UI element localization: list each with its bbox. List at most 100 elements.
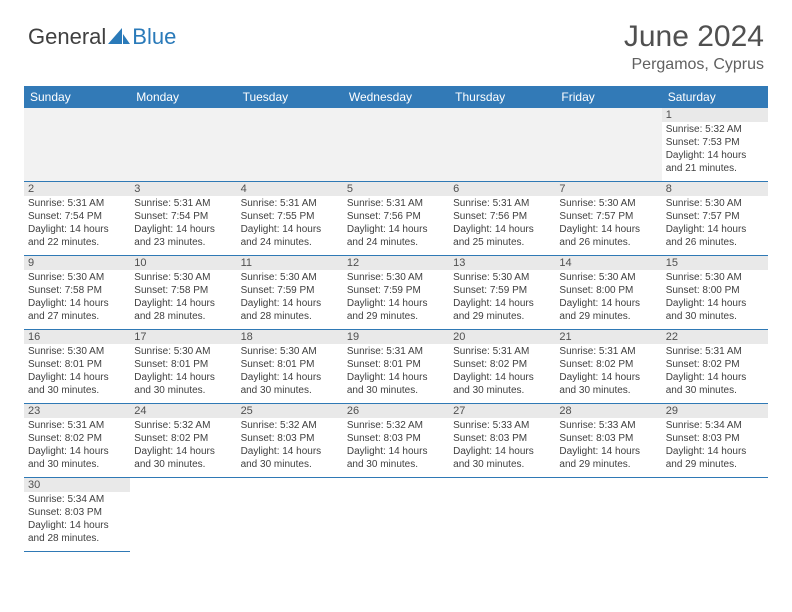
sunrise-line: Sunrise: 5:30 AM — [134, 345, 232, 358]
calendar-blank-cell — [237, 108, 343, 182]
calendar-day-cell: 14Sunrise: 5:30 AMSunset: 8:00 PMDayligh… — [555, 256, 661, 330]
location: Pergamos, Cyprus — [624, 56, 764, 74]
sunset-line: Sunset: 8:02 PM — [134, 432, 232, 445]
calendar-day-cell: 10Sunrise: 5:30 AMSunset: 7:58 PMDayligh… — [130, 256, 236, 330]
calendar-day-cell: 11Sunrise: 5:30 AMSunset: 7:59 PMDayligh… — [237, 256, 343, 330]
sunset-line: Sunset: 7:59 PM — [241, 284, 339, 297]
sunset-line: Sunset: 7:58 PM — [28, 284, 126, 297]
day-number: 21 — [555, 330, 661, 344]
day-info: Sunrise: 5:32 AMSunset: 8:03 PMDaylight:… — [347, 419, 445, 471]
calendar-blank-cell — [343, 108, 449, 182]
daylight-line: Daylight: 14 hours and 29 minutes. — [666, 445, 764, 471]
daylight-line: Daylight: 14 hours and 26 minutes. — [559, 223, 657, 249]
calendar-day-cell: 15Sunrise: 5:30 AMSunset: 8:00 PMDayligh… — [662, 256, 768, 330]
sunrise-line: Sunrise: 5:30 AM — [453, 271, 551, 284]
calendar-blank-cell — [449, 478, 555, 552]
daylight-line: Daylight: 14 hours and 29 minutes. — [559, 297, 657, 323]
daylight-line: Daylight: 14 hours and 30 minutes. — [666, 297, 764, 323]
day-info: Sunrise: 5:30 AMSunset: 8:01 PMDaylight:… — [241, 345, 339, 397]
sunset-line: Sunset: 8:03 PM — [347, 432, 445, 445]
weekday-header: Thursday — [449, 86, 555, 108]
day-info: Sunrise: 5:31 AMSunset: 8:02 PMDaylight:… — [28, 419, 126, 471]
sunset-line: Sunset: 8:01 PM — [28, 358, 126, 371]
calendar-blank-cell — [343, 478, 449, 552]
sunrise-line: Sunrise: 5:30 AM — [559, 197, 657, 210]
sunrise-line: Sunrise: 5:33 AM — [559, 419, 657, 432]
calendar-day-cell: 6Sunrise: 5:31 AMSunset: 7:56 PMDaylight… — [449, 182, 555, 256]
day-info: Sunrise: 5:31 AMSunset: 8:02 PMDaylight:… — [559, 345, 657, 397]
daylight-line: Daylight: 14 hours and 30 minutes. — [28, 445, 126, 471]
day-info: Sunrise: 5:30 AMSunset: 8:00 PMDaylight:… — [666, 271, 764, 323]
daylight-line: Daylight: 14 hours and 27 minutes. — [28, 297, 126, 323]
day-info: Sunrise: 5:31 AMSunset: 7:56 PMDaylight:… — [347, 197, 445, 249]
day-info: Sunrise: 5:32 AMSunset: 8:02 PMDaylight:… — [134, 419, 232, 471]
day-number: 3 — [130, 182, 236, 196]
sunset-line: Sunset: 7:56 PM — [347, 210, 445, 223]
day-number: 17 — [130, 330, 236, 344]
sunrise-line: Sunrise: 5:34 AM — [28, 493, 126, 506]
day-info: Sunrise: 5:30 AMSunset: 8:00 PMDaylight:… — [559, 271, 657, 323]
sunrise-line: Sunrise: 5:31 AM — [666, 345, 764, 358]
daylight-line: Daylight: 14 hours and 21 minutes. — [666, 149, 764, 175]
day-number: 19 — [343, 330, 449, 344]
sunset-line: Sunset: 8:02 PM — [453, 358, 551, 371]
calendar-day-cell: 3Sunrise: 5:31 AMSunset: 7:54 PMDaylight… — [130, 182, 236, 256]
sunrise-line: Sunrise: 5:31 AM — [134, 197, 232, 210]
daylight-line: Daylight: 14 hours and 22 minutes. — [28, 223, 126, 249]
sunset-line: Sunset: 8:01 PM — [134, 358, 232, 371]
daylight-line: Daylight: 14 hours and 30 minutes. — [134, 371, 232, 397]
day-number: 9 — [24, 256, 130, 270]
calendar-day-cell: 21Sunrise: 5:31 AMSunset: 8:02 PMDayligh… — [555, 330, 661, 404]
sunrise-line: Sunrise: 5:31 AM — [28, 197, 126, 210]
sunrise-line: Sunrise: 5:30 AM — [666, 197, 764, 210]
day-number: 30 — [24, 478, 130, 492]
daylight-line: Daylight: 14 hours and 29 minutes. — [559, 445, 657, 471]
calendar: SundayMondayTuesdayWednesdayThursdayFrid… — [24, 86, 768, 552]
sunset-line: Sunset: 8:01 PM — [241, 358, 339, 371]
day-number: 10 — [130, 256, 236, 270]
day-info: Sunrise: 5:32 AMSunset: 8:03 PMDaylight:… — [241, 419, 339, 471]
sunrise-line: Sunrise: 5:31 AM — [559, 345, 657, 358]
day-number: 16 — [24, 330, 130, 344]
sunset-line: Sunset: 7:58 PM — [134, 284, 232, 297]
calendar-day-cell: 28Sunrise: 5:33 AMSunset: 8:03 PMDayligh… — [555, 404, 661, 478]
header: General Blue June 2024 Pergamos, Cyprus — [0, 0, 792, 82]
calendar-day-cell: 24Sunrise: 5:32 AMSunset: 8:02 PMDayligh… — [130, 404, 236, 478]
calendar-day-cell: 8Sunrise: 5:30 AMSunset: 7:57 PMDaylight… — [662, 182, 768, 256]
calendar-day-cell: 26Sunrise: 5:32 AMSunset: 8:03 PMDayligh… — [343, 404, 449, 478]
sunset-line: Sunset: 7:57 PM — [666, 210, 764, 223]
sunrise-line: Sunrise: 5:30 AM — [134, 271, 232, 284]
weekday-header: Tuesday — [237, 86, 343, 108]
calendar-blank-cell — [24, 108, 130, 182]
day-number: 12 — [343, 256, 449, 270]
day-number: 6 — [449, 182, 555, 196]
day-info: Sunrise: 5:30 AMSunset: 7:57 PMDaylight:… — [559, 197, 657, 249]
day-number: 15 — [662, 256, 768, 270]
calendar-day-cell: 1Sunrise: 5:32 AMSunset: 7:53 PMDaylight… — [662, 108, 768, 182]
weekday-header: Friday — [555, 86, 661, 108]
calendar-day-cell: 16Sunrise: 5:30 AMSunset: 8:01 PMDayligh… — [24, 330, 130, 404]
day-info: Sunrise: 5:31 AMSunset: 8:02 PMDaylight:… — [453, 345, 551, 397]
calendar-day-cell: 29Sunrise: 5:34 AMSunset: 8:03 PMDayligh… — [662, 404, 768, 478]
sunrise-line: Sunrise: 5:34 AM — [666, 419, 764, 432]
daylight-line: Daylight: 14 hours and 30 minutes. — [241, 445, 339, 471]
calendar-blank-cell — [662, 478, 768, 552]
weekday-header: Wednesday — [343, 86, 449, 108]
day-number: 4 — [237, 182, 343, 196]
sunrise-line: Sunrise: 5:30 AM — [559, 271, 657, 284]
sunset-line: Sunset: 8:03 PM — [28, 506, 126, 519]
daylight-line: Daylight: 14 hours and 28 minutes. — [134, 297, 232, 323]
day-info: Sunrise: 5:30 AMSunset: 8:01 PMDaylight:… — [28, 345, 126, 397]
calendar-day-cell: 2Sunrise: 5:31 AMSunset: 7:54 PMDaylight… — [24, 182, 130, 256]
day-info: Sunrise: 5:31 AMSunset: 8:02 PMDaylight:… — [666, 345, 764, 397]
sunrise-line: Sunrise: 5:30 AM — [666, 271, 764, 284]
logo-sail-icon — [108, 28, 130, 44]
daylight-line: Daylight: 14 hours and 23 minutes. — [134, 223, 232, 249]
day-number: 7 — [555, 182, 661, 196]
sunrise-line: Sunrise: 5:33 AM — [453, 419, 551, 432]
day-number: 20 — [449, 330, 555, 344]
calendar-day-cell: 4Sunrise: 5:31 AMSunset: 7:55 PMDaylight… — [237, 182, 343, 256]
sunset-line: Sunset: 7:54 PM — [134, 210, 232, 223]
day-number: 8 — [662, 182, 768, 196]
day-number: 29 — [662, 404, 768, 418]
